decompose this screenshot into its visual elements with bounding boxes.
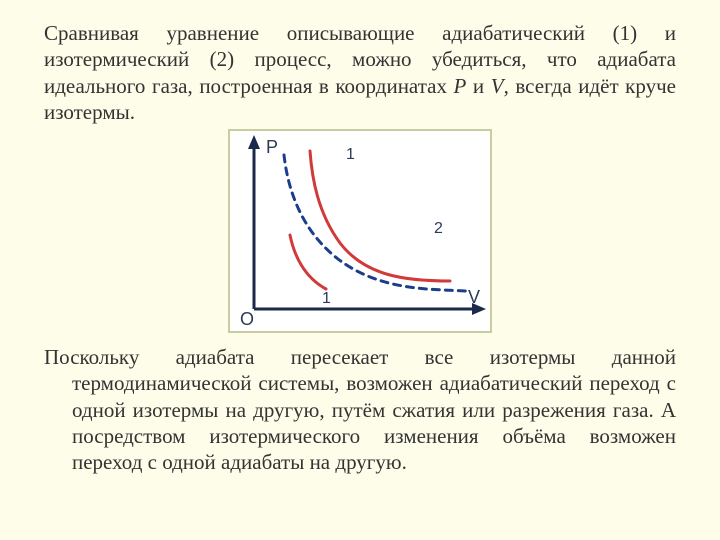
- y-axis-arrow: [248, 135, 260, 149]
- label-1-top: 1: [346, 146, 355, 163]
- pv-diagram: P V O 1 1 2: [228, 129, 492, 333]
- adiabat-main-curve: [310, 151, 450, 281]
- label-1-bottom: 1: [322, 290, 331, 307]
- figure-container: P V O 1 1 2: [44, 129, 676, 338]
- label-P: P: [266, 137, 278, 157]
- paragraph-2: Поскольку адиабата пересекает все изотер…: [44, 344, 676, 475]
- p1-V: V: [491, 74, 504, 98]
- p1-P: P: [454, 74, 467, 98]
- p1-and: и: [466, 74, 490, 98]
- paragraph-1: Сравнивая уравнение описывающие адиабати…: [44, 20, 676, 125]
- label-O: O: [240, 309, 254, 329]
- label-V: V: [468, 287, 480, 307]
- pv-diagram-svg: P V O 1 1 2: [230, 131, 490, 331]
- label-2: 2: [434, 220, 443, 237]
